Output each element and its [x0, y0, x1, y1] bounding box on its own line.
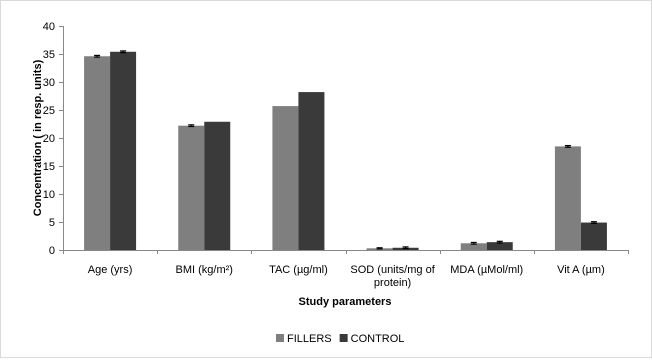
x-tick-label-line: SOD (units/mg of — [350, 264, 435, 276]
bar-control-4 — [486, 242, 513, 250]
y-tick-label: 20 — [43, 133, 55, 145]
y-tick-label: 35 — [43, 49, 55, 61]
y-tick-label: 15 — [43, 161, 55, 173]
bar-control-1 — [204, 121, 231, 250]
y-tick-label: 40 — [43, 21, 55, 33]
bar-control-2 — [298, 92, 325, 250]
x-tick-label-line: Vit A (µm) — [557, 264, 605, 276]
x-tick-label-line: MDA (µMol/ml) — [450, 264, 523, 276]
error-bar-control-4 — [496, 240, 503, 244]
error-bar-fillers-1 — [188, 124, 195, 128]
x-tick-label: BMI (kg/m²) — [176, 264, 233, 276]
legend-item-control: CONTROL — [339, 333, 405, 345]
y-tick-label: 25 — [43, 105, 55, 117]
x-tick-label-line: BMI (kg/m²) — [176, 264, 233, 276]
x-tick-label-line: protein) — [374, 277, 411, 289]
bar-control-0 — [110, 51, 137, 251]
error-bar-fillers-4 — [470, 241, 477, 245]
x-tick-label: TAC (µg/ml) — [269, 264, 328, 276]
legend-label: FILLERS — [287, 333, 332, 345]
y-tick-label: 0 — [49, 245, 55, 257]
x-tick-label: Age (yrs) — [88, 264, 133, 276]
y-tick-label: 30 — [43, 77, 55, 89]
error-bar-fillers-0 — [94, 54, 101, 58]
error-bar-control-5 — [590, 221, 597, 224]
y-axis-title: Concentration ( in resp. units) — [32, 59, 44, 216]
y-tick-label: 10 — [43, 189, 55, 201]
bar-fillers-0 — [84, 56, 111, 250]
bar-control-5 — [580, 222, 607, 250]
legend: FILLERS CONTROL — [276, 333, 404, 345]
x-tick-label-line: TAC (µg/ml) — [269, 264, 328, 276]
legend-swatch — [276, 334, 284, 342]
bars-group — [84, 51, 607, 251]
x-axis-title: Study parameters — [299, 296, 392, 308]
bar-fillers-5 — [554, 146, 581, 250]
error-bar-control-3 — [402, 246, 409, 250]
bar-fillers-2 — [272, 106, 299, 250]
x-tick-label-line: Age (yrs) — [88, 264, 133, 276]
error-bars-group — [94, 50, 597, 250]
error-bar-fillers-3 — [376, 247, 383, 250]
legend-swatch — [339, 334, 348, 342]
error-bar-fillers-5 — [564, 144, 571, 148]
legend-item-fillers: FILLERS — [276, 333, 332, 345]
x-axis-tick-labels: Age (yrs) BMI (kg/m²) TAC (µg/ml) SOD (unit… — [63, 250, 629, 289]
legend-label: CONTROL — [351, 333, 405, 345]
y-tick-label: 5 — [49, 217, 55, 229]
y-axis-ticks: 0 5 10 15 20 25 30 35 40 — [43, 21, 63, 257]
x-tick-label: Vit A (µm) — [557, 264, 605, 276]
x-tick-label: SOD (units/mg of protein) — [350, 264, 435, 289]
error-bar-control-0 — [120, 50, 127, 54]
bar-fillers-1 — [178, 125, 205, 250]
x-tick-label: MDA (µMol/ml) — [450, 264, 523, 276]
bar-fillers-4 — [460, 243, 487, 250]
